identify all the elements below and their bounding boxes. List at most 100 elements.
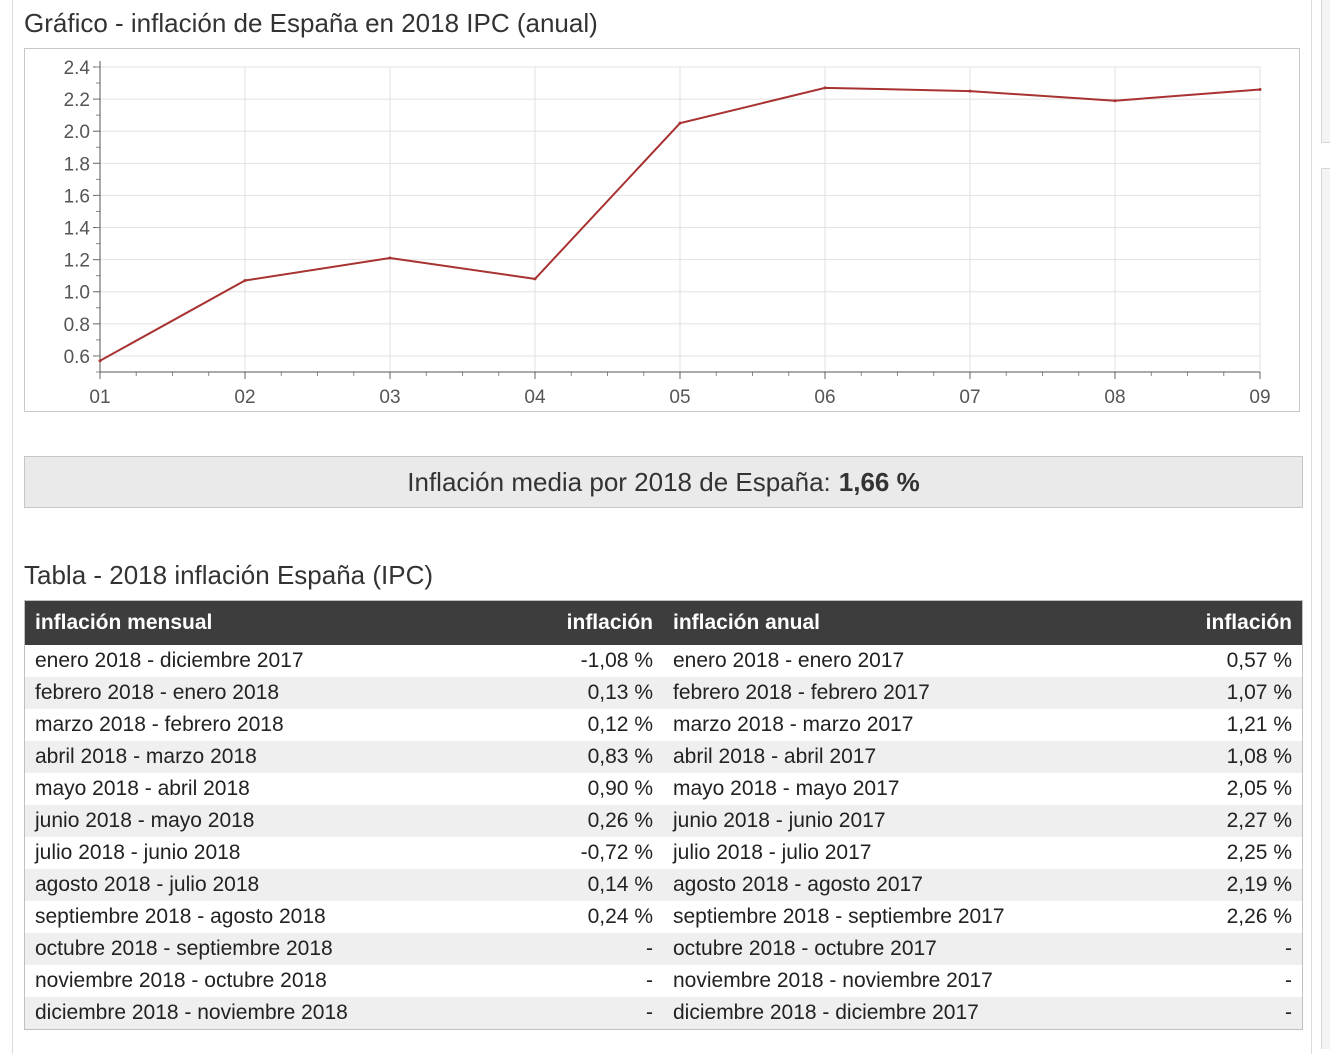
page-border-right <box>1311 0 1312 1054</box>
annual-value: 1,21 % <box>1043 709 1302 741</box>
monthly-period: septiembre 2018 - agosto 2018 <box>25 901 405 933</box>
monthly-value: 0,14 % <box>405 869 663 901</box>
y-tick-label: 2.4 <box>64 58 91 79</box>
monthly-period: febrero 2018 - enero 2018 <box>25 677 405 709</box>
table-row: noviembre 2018 - octubre 2018- noviembre … <box>25 965 1302 997</box>
data-point <box>968 89 972 93</box>
page-border-left <box>12 0 13 1054</box>
header-monthly: inflación mensual <box>25 601 405 645</box>
table-row: agosto 2018 - julio 2018 0,14 % agosto 201… <box>25 869 1302 901</box>
table-title: Tabla - 2018 inflación España (IPC) <box>24 560 434 590</box>
annual-period: febrero 2018 - febrero 2017 <box>663 677 1043 709</box>
annual-value: 2,26 % <box>1043 901 1302 933</box>
annual-value: 1,07 % <box>1043 677 1302 709</box>
x-tick-label: 07 <box>959 387 980 408</box>
table-row: abril 2018 - marzo 2018 0,83 % abril 2018 … <box>25 741 1302 773</box>
data-point <box>388 256 392 260</box>
monthly-value: -0,72 % <box>405 837 663 869</box>
table-row: septiembre 2018 - agosto 2018 0,24 % septi… <box>25 901 1302 933</box>
chart-panel: 0.6 0.8 1.0 1.2 1.4 1.6 1.8 2.0 2.2 2.4 01 02 03 04 05… <box>24 48 1300 412</box>
y-tick-label: 2.0 <box>64 122 90 143</box>
table-row: diciembre 2018 - noviembre 2018- diciembr… <box>25 997 1302 1029</box>
annual-period: enero 2018 - enero 2017 <box>663 645 1043 677</box>
table-row: enero 2018 - diciembre 2017 -1,08 % enero … <box>25 645 1302 677</box>
monthly-value: 0,13 % <box>405 677 663 709</box>
header-annual-value: inflación <box>1043 601 1302 645</box>
monthly-value: -1,08 % <box>405 645 663 677</box>
annual-value: 0,57 % <box>1043 645 1302 677</box>
table-row: mayo 2018 - abril 2018 0,90 % mayo 2018 - … <box>25 773 1302 805</box>
header-monthly-value: inflación <box>405 601 663 645</box>
monthly-period: mayo 2018 - abril 2018 <box>25 773 405 805</box>
annual-value: 1,08 % <box>1043 741 1302 773</box>
x-tick-label: 05 <box>669 387 690 408</box>
sidebar-fragment-bottom <box>1321 168 1330 1049</box>
x-tick-label: 04 <box>524 387 546 408</box>
table-header-row: inflación mensual inflación inflación an… <box>25 601 1302 645</box>
data-point <box>98 359 102 363</box>
monthly-period: enero 2018 - diciembre 2017 <box>25 645 405 677</box>
annual-period: abril 2018 - abril 2017 <box>663 741 1043 773</box>
monthly-period: junio 2018 - mayo 2018 <box>25 805 405 837</box>
annual-period: julio 2018 - julio 2017 <box>663 837 1043 869</box>
table-row: junio 2018 - mayo 2018 0,26 % junio 2018 -… <box>25 805 1302 837</box>
data-point <box>1258 87 1262 91</box>
y-tick-label: 1.2 <box>64 251 90 272</box>
annual-period: octubre 2018 - octubre 2017 <box>663 933 1043 965</box>
monthly-period: octubre 2018 - septiembre 2018 <box>25 933 405 965</box>
monthly-period: marzo 2018 - febrero 2018 <box>25 709 405 741</box>
monthly-value: 0,26 % <box>405 805 663 837</box>
x-tick-label: 06 <box>814 387 835 408</box>
y-tick-label: 1.6 <box>64 186 90 207</box>
y-tick-label: 1.8 <box>64 154 90 175</box>
sidebar-fragment-top <box>1321 0 1330 143</box>
average-inflation-box: Inflación media por 2018 de España: 1,66… <box>24 456 1303 508</box>
monthly-value: 0,83 % <box>405 741 663 773</box>
y-tick-label: 1.0 <box>64 283 90 304</box>
y-tick-label: 0.8 <box>64 315 90 336</box>
annual-period: mayo 2018 - mayo 2017 <box>663 773 1043 805</box>
data-point <box>1113 99 1117 103</box>
monthly-period: abril 2018 - marzo 2018 <box>25 741 405 773</box>
chart-title: Gráfico - inflación de España en 2018 IP… <box>24 8 598 38</box>
table-row: febrero 2018 - enero 2018 0,13 % febrero 2… <box>25 677 1302 709</box>
monthly-period: diciembre 2018 - noviembre 2018 <box>25 997 405 1029</box>
data-point <box>243 279 247 282</box>
annual-value: - <box>1043 997 1302 1029</box>
monthly-value: 0,24 % <box>405 901 663 933</box>
annual-value: 2,27 % <box>1043 805 1302 837</box>
line-chart: 0.6 0.8 1.0 1.2 1.4 1.6 1.8 2.0 2.2 2.4 01 02 03 04 05… <box>64 58 1271 408</box>
monthly-period: julio 2018 - junio 2018 <box>25 837 405 869</box>
annual-value: 2,05 % <box>1043 773 1302 805</box>
annual-period: septiembre 2018 - septiembre 2017 <box>663 901 1043 933</box>
annual-period: junio 2018 - junio 2017 <box>663 805 1043 837</box>
header-annual: inflación anual <box>663 601 1043 645</box>
monthly-value: - <box>405 965 663 997</box>
y-tick-label: 1.4 <box>64 219 91 240</box>
annual-value: 2,25 % <box>1043 837 1302 869</box>
data-point <box>678 121 682 125</box>
average-value: 1,66 % <box>838 466 920 497</box>
x-tick-label: 01 <box>89 387 110 408</box>
inflation-table: inflación mensual inflación inflación an… <box>25 601 1302 1029</box>
x-tick-label: 09 <box>1249 387 1270 408</box>
annual-period: agosto 2018 - agosto 2017 <box>663 869 1043 901</box>
monthly-value: 0,12 % <box>405 709 663 741</box>
table-row: octubre 2018 - septiembre 2018 - octubre 2… <box>25 933 1302 965</box>
monthly-value: 0,90 % <box>405 773 663 805</box>
monthly-value: - <box>405 997 663 1029</box>
table-row: julio 2018 - junio 2018 -0,72 % julio 2018… <box>25 837 1302 869</box>
data-point <box>823 86 827 90</box>
annual-period: diciembre 2018 - diciembre 2017 <box>663 997 1043 1029</box>
monthly-period: noviembre 2018 - octubre 2018 <box>25 965 405 997</box>
x-tick-label: 03 <box>379 387 400 408</box>
annual-value: - <box>1043 965 1302 997</box>
annual-value: 2,19 % <box>1043 869 1302 901</box>
x-tick-label: 08 <box>1104 387 1125 408</box>
table-row: marzo 2018 - febrero 2018 0,12 % marzo 201… <box>25 709 1302 741</box>
monthly-period: agosto 2018 - julio 2018 <box>25 869 405 901</box>
average-label: Inflación media por 2018 de España: <box>407 466 831 497</box>
data-point <box>533 277 537 281</box>
inflation-table-container: inflación mensual inflación inflación an… <box>24 600 1303 1030</box>
annual-value: - <box>1043 933 1302 965</box>
